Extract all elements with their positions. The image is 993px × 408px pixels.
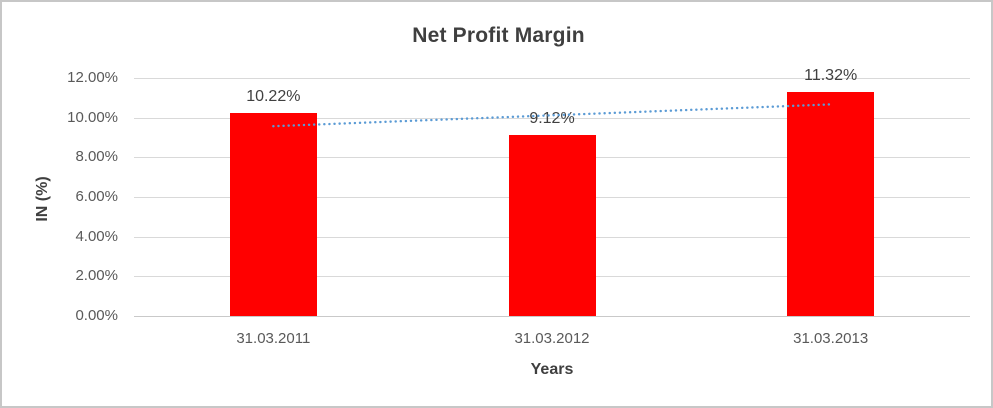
y-axis-tick-label: 2.00% [75,267,118,285]
bar [508,135,596,316]
gridline [134,78,970,79]
chart-title: Net Profit Margin [412,24,585,47]
bar-data-label: 10.22% [246,88,301,106]
plot-area: 10.22% 9.12% 11.32% [134,67,970,317]
bar-data-label: 11.32% [804,66,858,84]
y-axis-tick-label: 12.00% [67,69,118,86]
y-axis-tick-label: 4.00% [75,227,118,245]
x-axis-tick-label: 31.03.2012 [514,330,590,347]
x-axis-title: Years [530,361,574,378]
bar-data-label: 9.12% [529,110,575,128]
x-axis-tick-label: 31.03.2011 [236,330,311,347]
y-axis-tick-label: 10.00% [67,108,118,126]
y-axis-tick-label: 0.00% [75,307,118,324]
y-axis-tick-label: 8.00% [75,148,118,166]
bar [229,113,317,316]
x-axis-line [134,316,970,317]
y-axis-tick-label: 6.00% [75,188,118,205]
bar [787,91,875,316]
x-axis-tick-label: 31.03.2013 [793,330,869,347]
